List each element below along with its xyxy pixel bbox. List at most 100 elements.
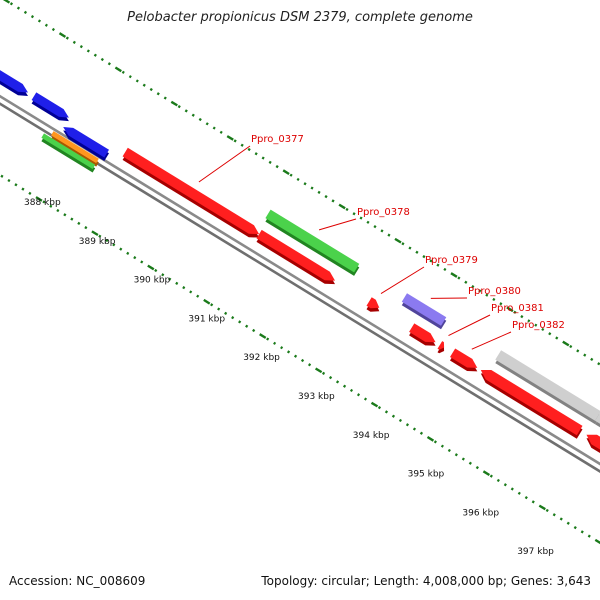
tick-mark-minor [7, 178, 11, 183]
tick-mark-minor [177, 105, 181, 109]
tick-mark-minor [247, 147, 251, 152]
tick-mark-minor [478, 289, 482, 293]
tick-mark-major [147, 264, 155, 271]
tick-mark-minor [356, 393, 361, 397]
tick-mark-minor [363, 397, 368, 401]
tick-mark-major [35, 196, 43, 202]
gene-red-Ppro_0379 [366, 297, 380, 309]
tick-mark-minor [210, 303, 214, 307]
tick-mark-minor [454, 453, 458, 457]
tick-mark-minor [534, 323, 538, 327]
gene-orange [51, 131, 99, 164]
tick-mark-minor [559, 517, 563, 521]
tick-mark-major [58, 32, 67, 38]
tick-mark-minor [300, 358, 305, 363]
tick-mark-major [370, 401, 379, 408]
tick-mark-minor [317, 190, 321, 194]
tick-mark-minor [149, 87, 153, 92]
tick-mark-minor [510, 487, 514, 491]
tick-mark-minor [63, 213, 67, 217]
tick-mark-minor [524, 496, 528, 500]
tick-mark-minor [261, 156, 265, 160]
gene-label-leader [198, 145, 251, 183]
accession-text: Accession: NC_008609 [9, 574, 146, 588]
tick-mark-minor [555, 336, 559, 340]
tick-mark-minor [233, 139, 237, 143]
tick-mark-major [394, 237, 402, 244]
tick-mark-minor [107, 62, 111, 66]
gene-label-leader [318, 218, 357, 231]
tick-mark-minor [503, 483, 507, 487]
gene-red [586, 434, 600, 450]
gene-red [409, 323, 436, 343]
tick-mark-minor [475, 465, 479, 470]
tick-mark-minor [398, 418, 403, 423]
tick-mark-minor [245, 324, 249, 328]
tick-mark-minor [401, 242, 405, 246]
gene-red [256, 229, 335, 281]
tick-mark-minor [499, 302, 503, 306]
kbp-label: 388 kbp [24, 198, 61, 208]
tick-mark-minor [93, 53, 97, 57]
tick-mark-minor [391, 414, 396, 418]
tick-mark-minor [440, 444, 444, 448]
tick-mark-minor [590, 357, 594, 362]
gene-blue [31, 92, 69, 118]
kbp-label: 392 kbp [243, 353, 280, 363]
tick-mark-minor [198, 117, 202, 122]
tick-mark-minor [328, 375, 333, 380]
gene-gray [495, 350, 600, 421]
tick-mark-minor [303, 182, 307, 186]
tick-mark-minor [307, 363, 312, 367]
tick-mark-minor [387, 233, 391, 237]
tick-mark-major [226, 135, 234, 141]
tick-mark-major [170, 100, 178, 107]
tick-mark-minor [349, 388, 354, 393]
tick-mark-minor [30, 15, 35, 19]
gene-blue [63, 127, 109, 158]
tick-mark-minor [380, 229, 384, 233]
tick-mark-minor [527, 319, 531, 323]
map-title: Pelobacter propionicus DSM 2379, complet… [127, 10, 473, 25]
tick-mark-minor [219, 130, 223, 134]
tick-mark-minor [433, 440, 437, 444]
gene-red-Ppro_0382 [450, 348, 478, 368]
tick-mark-minor [175, 281, 179, 285]
gene-label-leader [380, 266, 425, 295]
tick-mark-minor [377, 405, 382, 410]
gene-label: Ppro_0378 [357, 207, 410, 218]
tick-mark-minor [70, 217, 74, 221]
tick-mark-minor [405, 423, 410, 427]
tick-mark-minor [268, 160, 272, 164]
tick-mark-minor [541, 327, 545, 332]
kbp-label: 393 kbp [298, 392, 335, 402]
kbp-label: 391 kbp [188, 314, 225, 324]
tick-mark-minor [212, 126, 216, 130]
tick-mark-minor [135, 79, 139, 83]
genome-summary-text: Topology: circular; Length: 4,008,000 bp… [261, 574, 591, 588]
gene-label-leader [471, 331, 512, 350]
tick-mark-major [114, 66, 122, 73]
tick-mark-minor [254, 152, 258, 156]
tick-mark-minor [84, 226, 88, 230]
tick-mark-minor [16, 6, 21, 10]
tick-track-inner [0, 174, 600, 545]
kbp-label: 395 kbp [408, 470, 445, 480]
tick-mark-minor [289, 173, 293, 177]
tick-mark-minor [9, 2, 14, 6]
tick-mark-minor [492, 297, 496, 302]
tick-mark-minor [142, 83, 146, 87]
tick-mark-minor [154, 268, 158, 273]
gene-red-Ppro_0381 [437, 341, 445, 350]
tick-mark-minor [217, 307, 221, 311]
tick-mark-minor [464, 280, 468, 284]
gene-label: Ppro_0379 [425, 255, 478, 266]
tick-mark-minor [335, 380, 340, 384]
tick-mark-minor [105, 238, 109, 243]
tick-mark-minor [583, 353, 587, 357]
tick-mark-minor [182, 286, 186, 290]
tick-mark-minor [286, 350, 291, 354]
gene-red [480, 370, 583, 436]
tick-mark-major [594, 538, 600, 545]
tick-mark-minor [412, 427, 417, 431]
